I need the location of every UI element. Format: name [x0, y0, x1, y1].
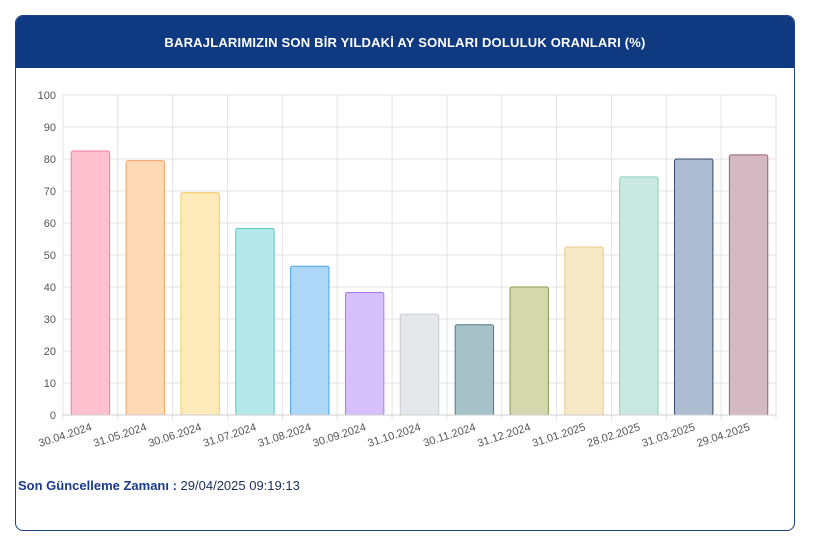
x-tick-label: 30.11.2024: [422, 421, 477, 449]
bar: [674, 158, 714, 416]
x-tick-label: 30.06.2024: [147, 421, 203, 449]
x-tick-label: 31.01.2025: [531, 421, 587, 449]
bar: [125, 160, 165, 416]
bar: [235, 227, 275, 416]
x-tick-label: 28.02.2025: [586, 421, 642, 449]
bar: [180, 192, 220, 416]
bar: [619, 176, 659, 416]
y-tick-label: 50: [44, 250, 56, 262]
x-tick-label: 29.04.2025: [695, 421, 751, 449]
y-tick-label: 40: [44, 282, 56, 294]
y-tick-label: 100: [38, 90, 56, 102]
y-tick-label: 60: [44, 218, 56, 230]
bar: [454, 324, 495, 416]
bar: [344, 291, 385, 416]
last-update-value: 29/04/2025 09:19:13: [176, 478, 300, 493]
y-tick-label: 30: [44, 314, 56, 326]
bar: [399, 313, 440, 416]
y-tick-label: 70: [44, 186, 56, 198]
bar: [70, 150, 111, 416]
last-update-label: Son Güncelleme Zamanı :: [18, 478, 177, 493]
bar: [509, 286, 549, 416]
bar: [290, 265, 330, 416]
x-tick-label: 31.12.2024: [476, 421, 532, 449]
bar: [564, 246, 604, 416]
x-tick-label: 31.05.2024: [92, 421, 148, 449]
x-tick-label: 31.10.2024: [366, 421, 422, 449]
x-tick-label: 30.04.2024: [37, 421, 93, 449]
chart-title: BARAJLARIMIZIN SON BİR YILDAKİ AY SONLAR…: [16, 16, 794, 68]
x-tick-label: 31.07.2024: [202, 421, 258, 449]
x-tick-label: 30.09.2024: [312, 421, 368, 449]
x-tick-label: 31.08.2024: [257, 421, 313, 449]
y-tick-label: 10: [44, 378, 56, 390]
bar: [728, 154, 769, 416]
last-update: Son Güncelleme Zamanı : 29/04/2025 09:19…: [18, 478, 300, 493]
y-tick-label: 90: [44, 122, 56, 134]
y-tick-label: 0: [50, 410, 56, 422]
x-tick-label: 31.03.2025: [641, 421, 697, 449]
y-tick-label: 80: [44, 154, 56, 166]
y-tick-label: 20: [44, 346, 56, 358]
